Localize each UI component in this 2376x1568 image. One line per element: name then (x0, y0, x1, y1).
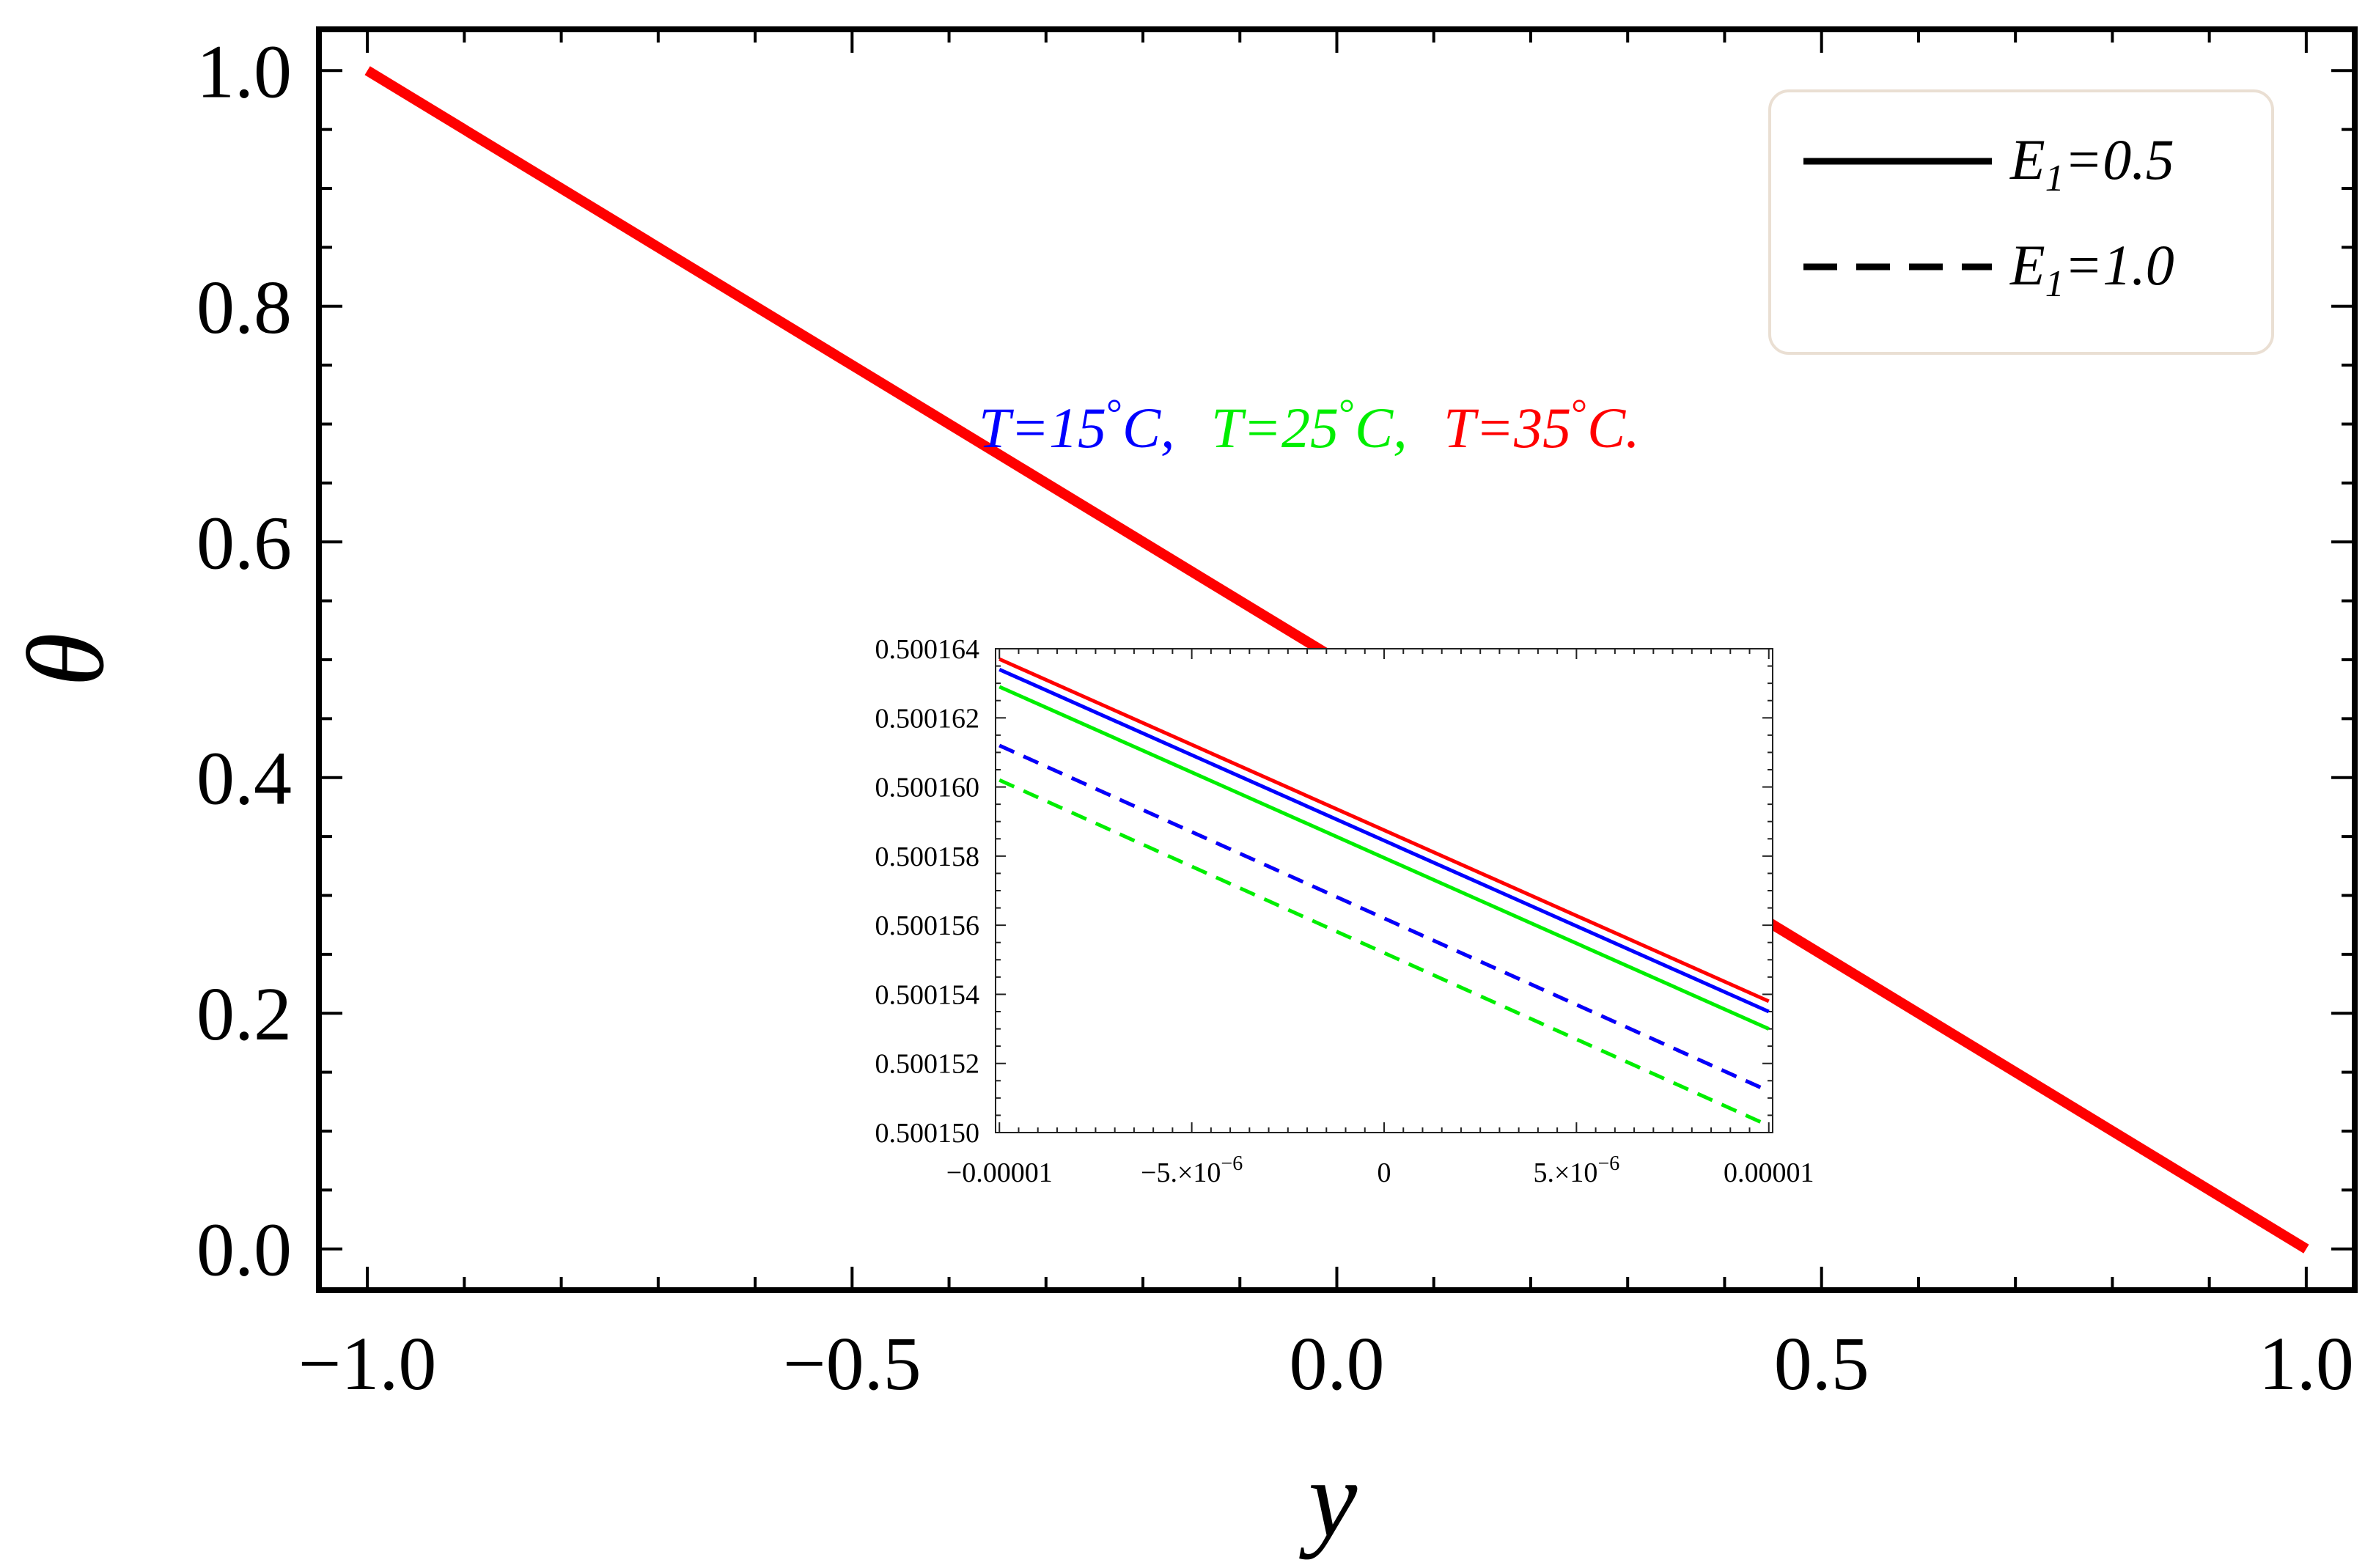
x-axis-label: y (1299, 1438, 1358, 1560)
inset-y-tick-label: 0.500158 (875, 842, 980, 872)
legend-label-main: E (2009, 128, 2045, 191)
degree-symbol: ° (1106, 391, 1122, 435)
inset-background (996, 649, 1773, 1133)
annotation-t35-suffix: C. (1587, 396, 1640, 460)
inset-x-tick-label: 0.00001 (1724, 1157, 1814, 1188)
inset-x-tick-exponent: −6 (1221, 1152, 1243, 1175)
legend-label-sub: 1 (2045, 158, 2064, 199)
inset-y-tick-label: 0.500156 (875, 910, 980, 941)
y-tick-label: 0.0 (196, 1208, 292, 1292)
legend-label-sub: 1 (2045, 263, 2064, 305)
legend-label-rest: =0.5 (2064, 128, 2174, 191)
inset-x-tick-label: 5.×10−6 (1534, 1152, 1620, 1188)
inset-y-tick-label: 0.500164 (875, 634, 980, 665)
inset-series-line (998, 778, 1770, 1127)
inset-series-line (998, 668, 1770, 1014)
inset-series-line (998, 657, 1770, 1004)
temperature-annotation: T=15°C, T=25°C, T=35°C. (979, 391, 1640, 460)
y-tick-label: 0.6 (196, 501, 292, 585)
x-tick-label: −0.5 (783, 1322, 922, 1406)
inset-x-tick-exponent: −6 (1597, 1152, 1619, 1175)
inset-y-tick-label: 0.500154 (875, 979, 980, 1010)
y-tick-label: 1.0 (196, 29, 292, 114)
y-tick-label: 0.2 (196, 972, 292, 1056)
inset-series-line (998, 743, 1770, 1093)
inset-y-tick-label: 0.500152 (875, 1049, 980, 1080)
inset-series-line (998, 685, 1770, 1031)
y-axis-label: θ (5, 633, 127, 687)
inset-x-tick-label: 0 (1378, 1157, 1391, 1188)
x-tick-label: 0.5 (1774, 1322, 1869, 1406)
x-tick-label: 1.0 (2259, 1322, 2354, 1406)
inset-y-tick-label: 0.500150 (875, 1118, 980, 1149)
inset-x-tick-label: −0.00001 (946, 1157, 1053, 1188)
legend: E1=0.5 E1=1.0 (1768, 89, 2274, 355)
y-tick-label: 0.8 (196, 265, 292, 350)
annotation-t25: T=25 (1211, 396, 1339, 460)
degree-symbol: ° (1339, 391, 1355, 435)
legend-label-rest: =1.0 (2064, 233, 2174, 297)
annotation-t35: T=35 (1443, 396, 1571, 460)
annotation-t15: T=15 (979, 396, 1106, 460)
x-tick-label: 0.0 (1290, 1322, 1385, 1406)
legend-label-main: E (2009, 233, 2045, 297)
degree-symbol: ° (1571, 391, 1587, 435)
annotation-t25-suffix: C, (1355, 396, 1408, 460)
y-tick-label: 0.4 (196, 737, 292, 821)
legend-label-e1-1-0: E1=1.0 (2009, 233, 2174, 305)
x-tick-label: −1.0 (298, 1322, 437, 1406)
annotation-t15-suffix: C, (1122, 396, 1175, 460)
inset-x-tick-label: −5.×10−6 (1141, 1152, 1243, 1188)
inset-y-tick-label: 0.500162 (875, 703, 980, 734)
inset-y-tick-label: 0.500160 (875, 773, 980, 803)
legend-label-e1-0-5: E1=0.5 (2009, 128, 2174, 199)
